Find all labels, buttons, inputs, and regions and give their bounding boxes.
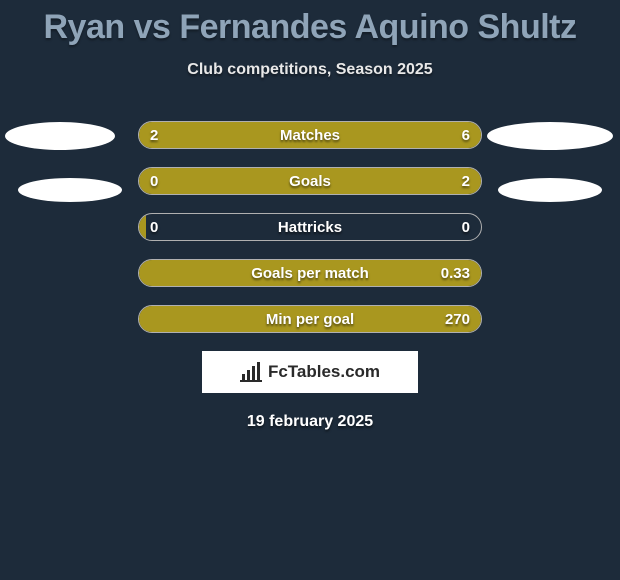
value-right: 6 (462, 121, 470, 149)
bar-right (146, 168, 481, 194)
decorative-ellipse (498, 178, 602, 202)
decorative-ellipse (5, 122, 115, 150)
decorative-ellipse (487, 122, 613, 150)
decorative-ellipse (18, 178, 122, 202)
bar-track (138, 259, 482, 287)
value-right: 270 (445, 305, 470, 333)
bar-right (146, 306, 481, 332)
bar-track (138, 305, 482, 333)
value-right: 0.33 (441, 259, 470, 287)
bar-left (139, 168, 146, 194)
page-title: Ryan vs Fernandes Aquino Shultz (0, 0, 620, 47)
value-left: 2 (150, 121, 158, 149)
bar-left (139, 214, 146, 240)
bar-track (138, 121, 482, 149)
date-label: 19 february 2025 (0, 413, 620, 431)
comparison-row: 270Min per goal (138, 305, 482, 333)
value-left: 0 (150, 213, 158, 241)
bar-right (225, 122, 482, 148)
value-left: 0 (150, 167, 158, 195)
value-right: 0 (462, 213, 470, 241)
page-subtitle: Club competitions, Season 2025 (0, 61, 620, 79)
comparison-row: 26Matches (138, 121, 482, 149)
bar-right (146, 260, 481, 286)
comparison-row: 02Goals (138, 167, 482, 195)
comparison-row: 0.33Goals per match (138, 259, 482, 287)
value-right: 2 (462, 167, 470, 195)
brand-box: FcTables.com (202, 351, 418, 393)
bar-track (138, 213, 482, 241)
comparison-row: 00Hattricks (138, 213, 482, 241)
brand-text: FcTables.com (268, 362, 380, 382)
comparison-rows: 26Matches02Goals00Hattricks0.33Goals per… (0, 121, 620, 333)
bar-track (138, 167, 482, 195)
bar-chart-icon (240, 362, 262, 382)
bar-left (139, 260, 146, 286)
bar-left (139, 306, 146, 332)
